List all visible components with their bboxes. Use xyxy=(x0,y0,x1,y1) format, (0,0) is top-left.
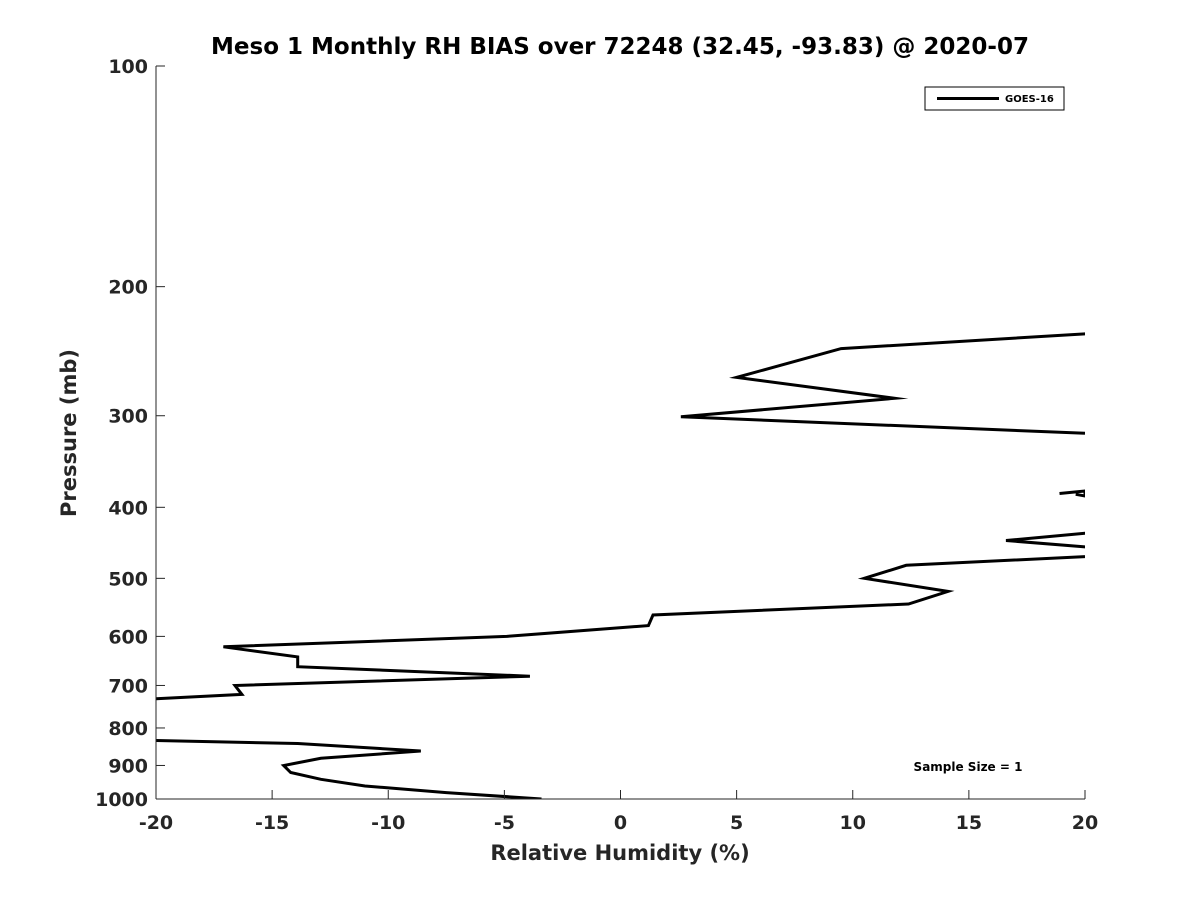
series-group xyxy=(156,332,1085,799)
x-tick-label: 5 xyxy=(730,812,743,834)
y-axis-label: Pressure (mb) xyxy=(57,349,81,517)
x-tick-label: -15 xyxy=(255,812,289,834)
y-axis-ticks: 100 200 300 400 500 600 700 800 900 1000 xyxy=(95,56,165,811)
legend-entry-goes-16: GOES-16 xyxy=(1005,94,1054,105)
y-tick-label: 500 xyxy=(108,568,148,590)
series-line-goes-16 xyxy=(680,332,1085,435)
x-tick-label: -10 xyxy=(371,812,405,834)
series-line-goes-16 xyxy=(156,738,542,799)
x-tick-label: -5 xyxy=(494,812,515,834)
x-tick-label: 0 xyxy=(614,812,627,834)
series-line-goes-16 xyxy=(1059,489,1085,498)
chart-title: Meso 1 Monthly RH BIAS over 72248 (32.45… xyxy=(211,34,1029,60)
series-line-goes-16 xyxy=(156,555,1085,701)
y-tick-label: 200 xyxy=(108,277,148,299)
series-line-goes-16 xyxy=(1005,531,1085,549)
legend: GOES-16 xyxy=(924,86,1065,111)
y-tick-label: 400 xyxy=(108,497,148,519)
y-tick-label: 1000 xyxy=(95,789,148,811)
sample-size-annotation: Sample Size = 1 xyxy=(914,760,1023,774)
y-tick-label: 300 xyxy=(108,406,148,428)
x-tick-label: 15 xyxy=(956,812,982,834)
x-axis-label: Relative Humidity (%) xyxy=(490,841,749,865)
y-tick-label: 800 xyxy=(108,718,148,740)
x-tick-label: 20 xyxy=(1072,812,1098,834)
y-tick-label: 600 xyxy=(108,626,148,648)
y-tick-label: 100 xyxy=(108,56,148,78)
y-tick-label: 700 xyxy=(108,675,148,697)
y-tick-label: 900 xyxy=(108,755,148,777)
x-axis-ticks: -20 -15 -10 -5 0 5 10 15 20 xyxy=(139,790,1098,834)
x-tick-label: 10 xyxy=(840,812,866,834)
x-tick-label: -20 xyxy=(139,812,173,834)
